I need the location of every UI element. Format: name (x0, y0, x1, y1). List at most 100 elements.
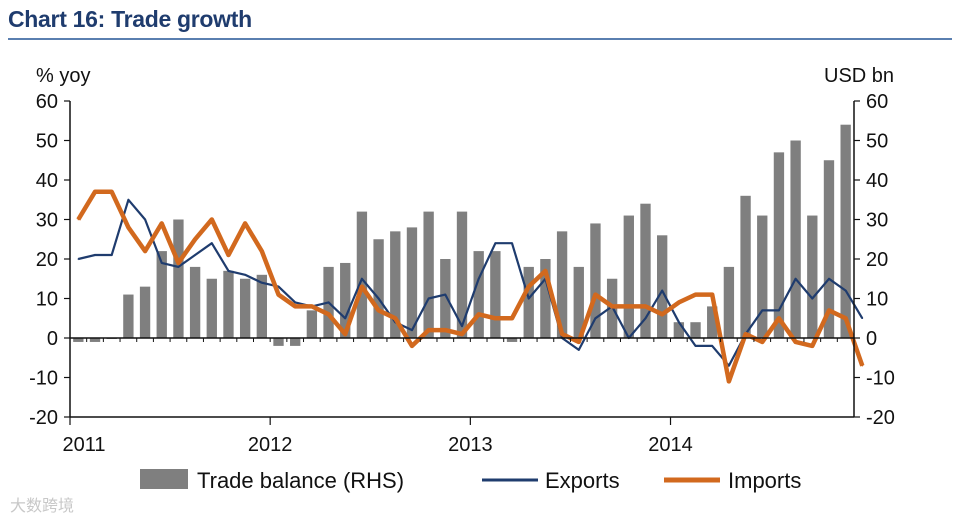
point-imports-9 (227, 254, 230, 256)
bar-trade-balance-17 (356, 211, 368, 338)
bar-trade-balance-16 (340, 262, 351, 338)
bar-trade-balance-38 (707, 306, 718, 338)
right-tick-label-8: -20 (866, 407, 895, 429)
point-imports-26 (511, 317, 513, 320)
point-exports-22 (444, 293, 447, 296)
point-exports-27 (527, 297, 530, 300)
point-imports-11 (261, 250, 263, 252)
point-exports-4 (144, 218, 146, 221)
point-exports-42 (778, 309, 780, 312)
point-exports-15 (327, 301, 330, 304)
point-exports-23 (461, 325, 463, 327)
bar-trade-balance-1 (89, 338, 101, 342)
point-imports-24 (477, 313, 480, 316)
right-tick-label-4: 20 (866, 249, 888, 271)
point-imports-35 (661, 313, 663, 316)
left-tick-label-5: 10 (36, 289, 58, 311)
point-imports-16 (344, 333, 347, 335)
bar-trade-balance-44 (807, 215, 818, 338)
point-exports-13 (294, 301, 296, 304)
bar-trade-balance-24 (473, 251, 484, 338)
point-imports-14 (311, 305, 313, 308)
bar-trade-balance-7 (189, 266, 201, 338)
right-tick-label-5: 10 (866, 289, 888, 311)
point-imports-44 (811, 345, 814, 347)
bar-trade-balance-4 (139, 286, 151, 338)
point-imports-36 (678, 301, 680, 304)
point-exports-30 (577, 349, 580, 351)
x-tick-label-1: 2012 (248, 434, 293, 456)
lines-layer (76, 189, 865, 384)
bar-trade-balance-35 (656, 235, 668, 338)
point-imports-23 (461, 333, 463, 335)
point-exports-36 (678, 321, 680, 324)
point-exports-6 (177, 266, 180, 268)
point-imports-19 (394, 317, 397, 320)
point-imports-42 (778, 317, 780, 320)
left-tick-label-2: 40 (36, 170, 58, 192)
bar-trade-balance-37 (690, 322, 701, 338)
point-exports-2 (110, 254, 113, 256)
bar-trade-balance-27 (523, 266, 534, 338)
left-tick-label-6: 0 (47, 328, 58, 350)
bar-trade-balance-31 (590, 223, 601, 338)
legend: Trade balance (RHS) Exports Imports (140, 468, 801, 493)
point-imports-30 (577, 341, 580, 343)
point-imports-21 (427, 329, 430, 331)
bar-trade-balance-30 (573, 266, 584, 338)
bars-layer (73, 124, 851, 346)
point-imports-17 (361, 285, 363, 288)
bar-trade-balance-8 (206, 278, 217, 338)
point-exports-24 (477, 277, 480, 280)
point-exports-46 (844, 289, 847, 292)
x-tick-label-0: 2011 (62, 434, 105, 456)
bar-trade-balance-3 (123, 294, 134, 338)
point-exports-8 (210, 242, 213, 244)
point-imports-47 (861, 364, 864, 367)
right-tick-label-7: -10 (866, 368, 895, 390)
point-exports-47 (861, 317, 864, 320)
right-tick-label-3: 30 (866, 210, 888, 232)
point-imports-1 (94, 191, 96, 193)
point-exports-41 (761, 309, 764, 312)
watermark: 大数跨境 (10, 496, 75, 515)
point-exports-25 (494, 242, 497, 244)
bar-trade-balance-40 (740, 195, 751, 338)
legend-label-imports: Imports (728, 468, 801, 493)
point-imports-45 (828, 309, 830, 312)
point-exports-3 (127, 198, 130, 201)
bar-trade-balance-13 (290, 338, 301, 346)
right-tick-label-6: 0 (866, 328, 877, 350)
right-tick-label-2: 40 (866, 170, 888, 192)
left-tick-label-1: 50 (36, 131, 58, 153)
point-imports-2 (110, 191, 113, 193)
point-imports-27 (527, 285, 530, 288)
point-exports-7 (194, 254, 196, 256)
point-exports-5 (160, 262, 163, 264)
bar-trade-balance-11 (256, 274, 268, 338)
bar-trade-balance-0 (73, 338, 84, 342)
bar-trade-balance-45 (823, 160, 835, 338)
point-exports-38 (711, 345, 714, 347)
bar-trade-balance-21 (423, 211, 434, 338)
bar-trade-balance-25 (490, 251, 501, 338)
point-exports-12 (277, 285, 280, 288)
bar-trade-balance-29 (556, 231, 568, 338)
legend-swatch-trade-balance (140, 469, 188, 489)
bar-trade-balance-42 (773, 152, 785, 338)
point-imports-15 (327, 313, 330, 316)
point-imports-5 (160, 222, 163, 225)
point-imports-8 (210, 218, 213, 221)
bar-trade-balance-10 (239, 278, 251, 338)
left-tick-label-3: 30 (36, 210, 58, 232)
bar-trade-balance-6 (173, 219, 184, 338)
point-imports-22 (444, 329, 447, 331)
left-tick-label-4: 20 (36, 249, 58, 271)
point-imports-10 (244, 222, 246, 225)
point-exports-11 (261, 281, 263, 284)
point-exports-10 (244, 274, 246, 276)
point-imports-20 (411, 345, 413, 347)
point-exports-31 (594, 317, 597, 320)
